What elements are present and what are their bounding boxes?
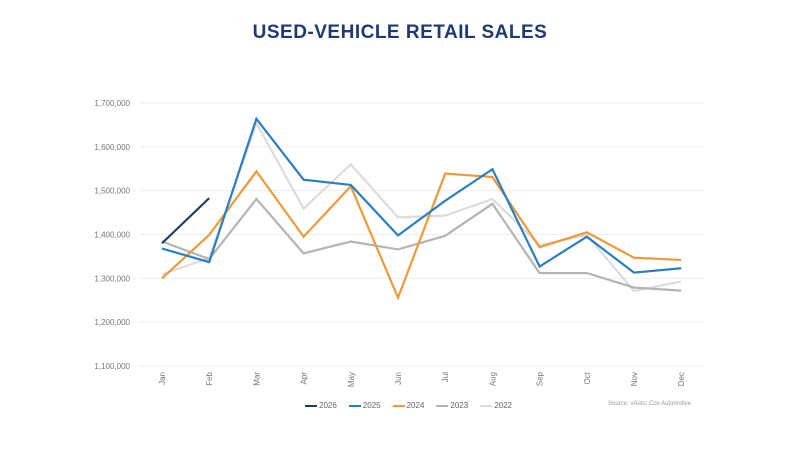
x-tick-label: Oct — [583, 371, 592, 384]
legend-swatch — [305, 404, 317, 407]
x-tick-label: Aug — [488, 372, 497, 386]
x-tick-label: Nov — [630, 372, 639, 386]
series-line-2026 — [161, 197, 210, 245]
series-line-2024 — [161, 169, 682, 301]
x-tick-label: Dec — [677, 372, 686, 386]
legend-swatch — [436, 404, 449, 407]
x-tick-label: Jan — [158, 372, 167, 385]
y-tick-label: 1,700,000 — [94, 99, 130, 108]
legend-swatch — [392, 404, 405, 407]
series-line-2023 — [161, 197, 682, 292]
legend-item-2024: 2024 — [392, 401, 425, 410]
legend-label: 2024 — [406, 401, 425, 410]
source-note: Source: vAuto, Cox Automotive — [608, 401, 692, 407]
x-tick-label: Jun — [394, 372, 403, 385]
x-tick-label: Apr — [300, 372, 309, 385]
y-tick-label: 1,200,000 — [94, 318, 130, 327]
x-tick-label: May — [347, 372, 356, 387]
legend-label: 2023 — [450, 401, 469, 410]
series-line-2025 — [161, 116, 682, 274]
legend-swatch — [348, 404, 361, 407]
legend-item-2025: 2025 — [348, 401, 381, 410]
x-tick-label: Feb — [205, 371, 214, 385]
y-tick-label: 1,600,000 — [94, 143, 130, 152]
legend-label: 2026 — [319, 401, 337, 410]
y-tick-label: 1,400,000 — [94, 231, 130, 240]
y-tick-label: 1,100,000 — [94, 362, 130, 371]
legend-swatch — [480, 404, 493, 407]
y-tick-label: 1,500,000 — [94, 187, 130, 196]
series-line-2022 — [161, 120, 682, 293]
x-tick-label: Mar — [252, 372, 261, 386]
x-tick-label: Jul — [441, 372, 450, 382]
x-tick-label: Sep — [536, 371, 545, 386]
legend-label: 2022 — [494, 401, 512, 410]
legend-item-2026: 2026 — [305, 401, 337, 410]
legend-item-2023: 2023 — [436, 401, 468, 410]
chart-legend: 2026 2025 2024 2023 2022 — [305, 401, 512, 410]
legend-item-2022: 2022 — [480, 401, 512, 410]
chart-title: USED-VEHICLE RETAIL SALES — [252, 22, 548, 43]
y-tick-label: 1,300,000 — [94, 274, 130, 283]
legend-label: 2025 — [362, 401, 381, 410]
